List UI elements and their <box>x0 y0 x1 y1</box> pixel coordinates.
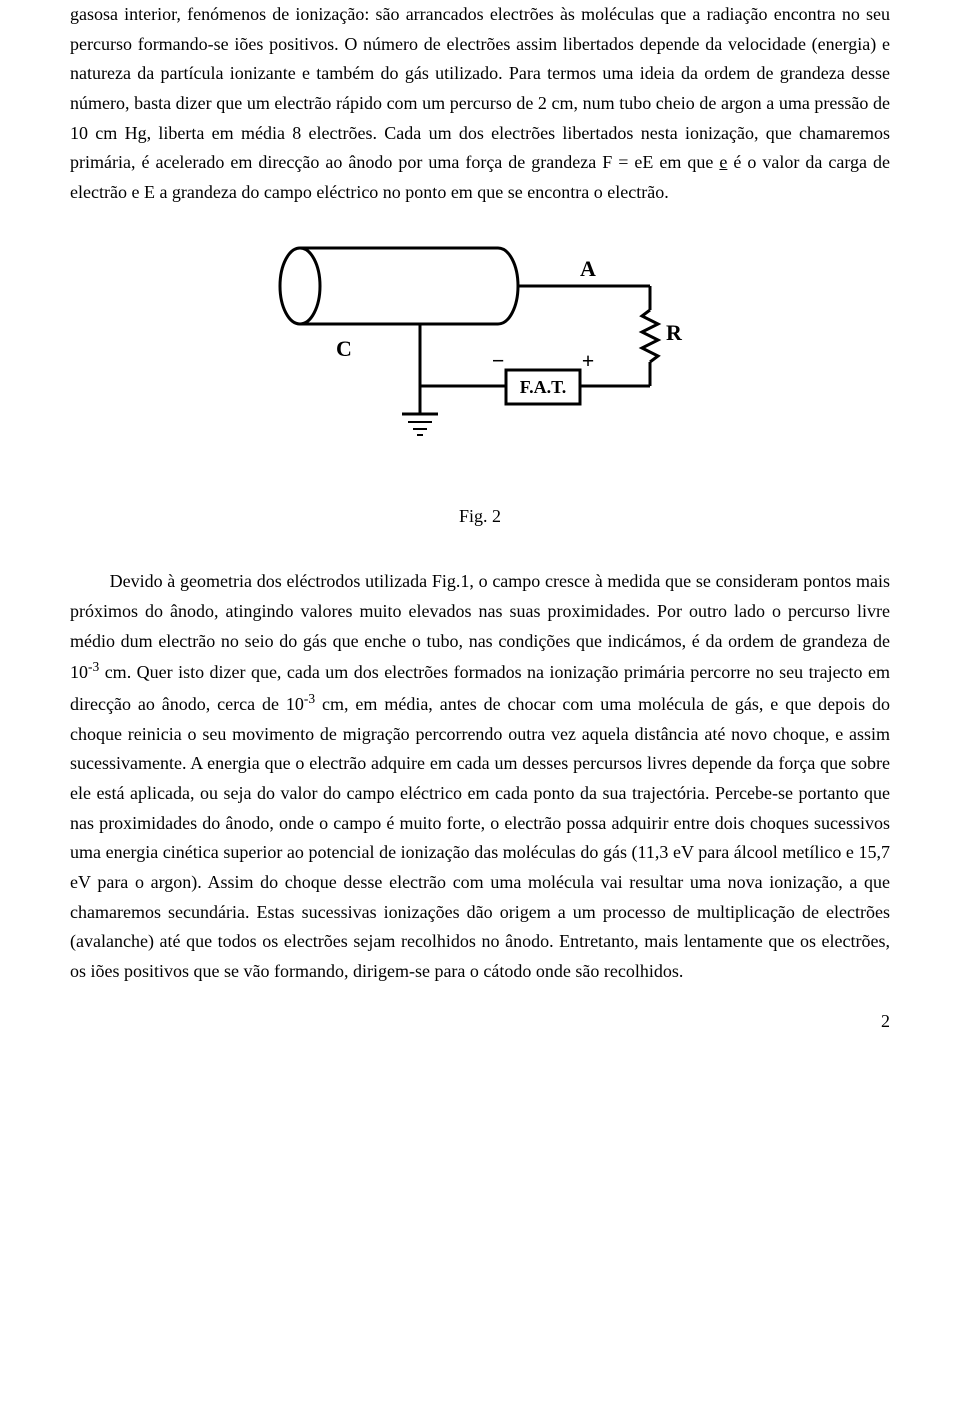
paragraph-2-sup-2: -3 <box>304 691 315 706</box>
paragraph-1-text-a: gasosa interior, fenómenos de ionização:… <box>70 4 890 172</box>
paragraph-2: Devido à geometria dos eléctrodos utiliz… <box>70 567 890 987</box>
page-number: 2 <box>70 1007 890 1037</box>
figure-2: F.A.T. − + A R C <box>70 236 890 466</box>
svg-text:−: − <box>492 348 505 373</box>
svg-text:C: C <box>336 336 352 361</box>
svg-text:R: R <box>666 320 683 345</box>
figure-2-caption: Fig. 2 <box>70 502 890 532</box>
svg-text:A: A <box>580 256 596 281</box>
svg-text:F.A.T.: F.A.T. <box>520 377 567 397</box>
svg-text:+: + <box>582 348 595 373</box>
paragraph-1: gasosa interior, fenómenos de ionização:… <box>70 0 890 208</box>
paragraph-2-sup-1: -3 <box>88 659 99 674</box>
paragraph-2-text-c: cm, em média, antes de chocar com uma mo… <box>70 694 890 981</box>
figure-2-svg: F.A.T. − + A R C <box>250 236 710 456</box>
